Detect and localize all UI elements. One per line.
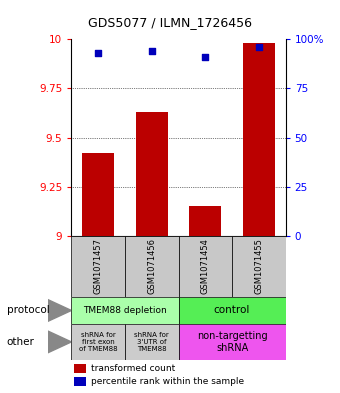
Bar (71, 324, 125, 360)
Bar (82, 153, 114, 236)
Bar (73, 364, 86, 373)
Point (203, 54, 208, 60)
Text: GSM1071457: GSM1071457 (94, 238, 103, 294)
Text: control: control (214, 305, 250, 316)
Point (96, 50, 101, 56)
Text: TMEM88 depletion: TMEM88 depletion (83, 306, 167, 315)
Point (256, 44, 261, 50)
Text: protocol: protocol (7, 305, 50, 316)
Bar (243, 43, 275, 236)
Point (149, 48, 154, 54)
Text: percentile rank within the sample: percentile rank within the sample (91, 377, 244, 386)
Bar (71, 297, 178, 324)
Text: shRNA for
first exon
of TMEM88: shRNA for first exon of TMEM88 (79, 332, 118, 352)
Text: transformed count: transformed count (91, 364, 175, 373)
Text: GSM1071454: GSM1071454 (201, 238, 210, 294)
Bar (189, 206, 221, 236)
Bar (125, 324, 178, 360)
Bar (178, 236, 232, 297)
Bar (232, 236, 286, 297)
Bar (125, 236, 178, 297)
Bar (71, 236, 125, 297)
Text: non-targetting
shRNA: non-targetting shRNA (197, 331, 267, 353)
Polygon shape (48, 299, 71, 321)
Bar (136, 112, 168, 236)
Text: GSM1071455: GSM1071455 (254, 238, 263, 294)
Bar (73, 377, 86, 386)
Text: GSM1071456: GSM1071456 (147, 238, 156, 294)
Text: shRNA for
3'UTR of
TMEM88: shRNA for 3'UTR of TMEM88 (134, 332, 169, 352)
Bar (178, 297, 286, 324)
Text: GDS5077 / ILMN_1726456: GDS5077 / ILMN_1726456 (88, 16, 252, 29)
Polygon shape (48, 331, 71, 353)
Text: other: other (7, 337, 35, 347)
Bar (178, 324, 286, 360)
